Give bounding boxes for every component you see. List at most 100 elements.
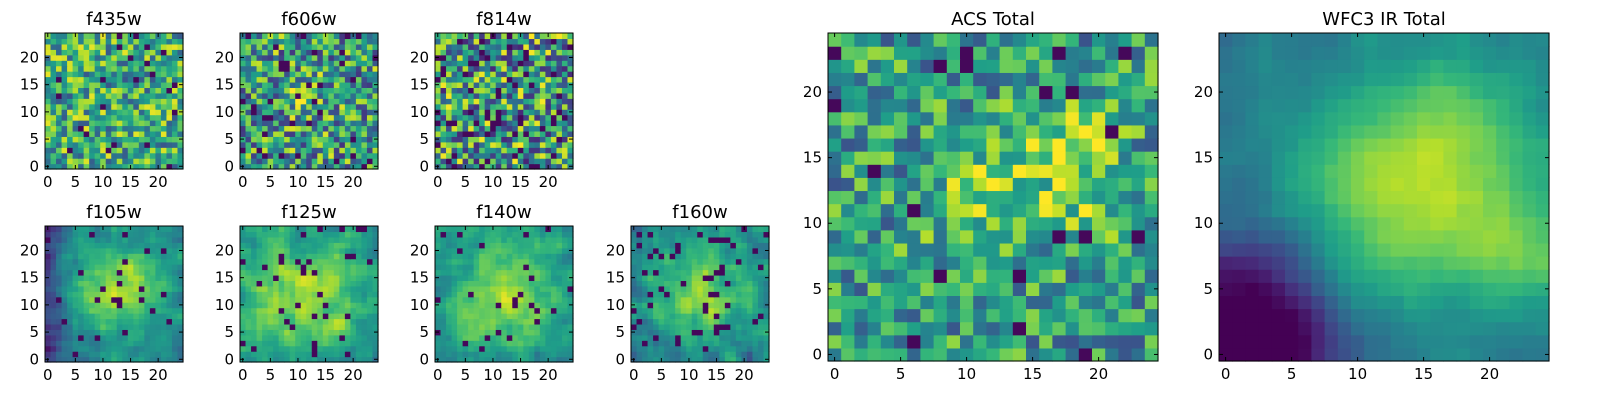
f160w-cell xyxy=(680,236,687,243)
f160w-cell xyxy=(691,226,698,233)
f140w-cell xyxy=(523,274,530,281)
f814w-cell xyxy=(435,43,442,50)
f125w-cell xyxy=(284,307,291,314)
f606w-cell xyxy=(333,38,340,45)
f125w-cell xyxy=(366,274,374,281)
f140w-cell xyxy=(457,345,464,352)
f435w-cell xyxy=(105,163,112,170)
acs-total-cell xyxy=(1052,229,1067,244)
f105w-cell xyxy=(50,296,57,303)
f105w-cell xyxy=(127,274,134,281)
f160w-cell xyxy=(691,323,698,330)
f606w-cell xyxy=(333,125,340,132)
f125w-cell xyxy=(311,258,318,265)
f160w-cell xyxy=(730,264,737,271)
f140w-cell xyxy=(446,258,453,265)
f814w-ytick-label: 0 xyxy=(419,157,429,175)
f125w-cell xyxy=(306,356,313,363)
f140w-cell xyxy=(545,329,552,336)
f160w-cell xyxy=(636,296,643,303)
acs-total-cell xyxy=(854,295,869,310)
f160w-cell xyxy=(647,285,654,292)
f105w-cell xyxy=(138,356,145,363)
f140w-cell xyxy=(528,296,535,303)
f814w-cell xyxy=(512,130,519,137)
f125w-cell xyxy=(273,291,280,298)
f814w-title: f814w xyxy=(476,9,531,30)
f125w-cell xyxy=(311,269,318,276)
f435w-cell xyxy=(56,65,63,72)
f140w-cell xyxy=(440,351,447,358)
f606w-cell xyxy=(289,136,296,143)
f140w-cell xyxy=(446,253,453,260)
f125w-cell xyxy=(355,345,363,352)
f606w-cell xyxy=(322,114,329,121)
f140w-cell xyxy=(545,247,552,254)
f160w-cell xyxy=(757,307,765,314)
f160w-cell xyxy=(697,274,704,281)
f160w-cell xyxy=(697,226,704,233)
f125w-cell xyxy=(350,340,357,347)
f140w-cell xyxy=(561,258,569,265)
f435w-cell xyxy=(50,125,57,132)
f160w-cell xyxy=(642,323,649,330)
f435w-cell xyxy=(127,114,134,121)
f140w-cell xyxy=(451,253,458,260)
acs-total-cell xyxy=(1144,164,1159,178)
f606w-cell xyxy=(361,92,368,99)
f160w-cell xyxy=(702,280,709,287)
f160w-cell xyxy=(746,285,754,292)
f105w-cell xyxy=(100,291,107,298)
f140w-cell xyxy=(473,296,480,303)
f105w-cell xyxy=(160,313,168,320)
f814w-cell xyxy=(479,81,486,88)
f435w-cell xyxy=(160,152,168,159)
f105w-cell xyxy=(67,356,74,363)
f140w-cell xyxy=(506,285,513,292)
f105w-cell xyxy=(100,313,107,320)
f814w-cell xyxy=(490,38,497,45)
f606w-cell xyxy=(306,92,313,99)
f125w-cell xyxy=(267,345,274,352)
f814w-cell xyxy=(523,158,530,165)
f606w-cell xyxy=(361,98,368,105)
f105w-cell xyxy=(138,280,145,287)
f160w-cell xyxy=(697,264,704,271)
f160w-cell xyxy=(647,247,654,254)
f435w-cell xyxy=(160,163,168,170)
f105w-cell xyxy=(122,334,129,341)
f606w-cell xyxy=(278,71,285,78)
f814w-cell xyxy=(479,71,486,78)
f125w-cell xyxy=(251,269,258,276)
f160w-cell xyxy=(642,253,649,260)
f140w-cell xyxy=(561,318,569,325)
f125w-cell xyxy=(350,253,357,260)
acs-total-cell xyxy=(1105,216,1119,231)
f160w-cell xyxy=(636,242,643,249)
f435w-cell xyxy=(155,152,162,159)
f606w-cell xyxy=(311,49,318,56)
f160w-cell xyxy=(658,280,665,287)
f140w-cell xyxy=(473,340,480,347)
f435w-cell xyxy=(45,147,52,154)
acs-total-cell xyxy=(1144,282,1159,296)
acs-total-cell xyxy=(999,203,1014,218)
f140w-cell xyxy=(506,329,513,336)
f140w-cell xyxy=(479,269,486,276)
acs-total-cell xyxy=(880,308,895,323)
f105w-cell xyxy=(50,285,57,292)
f160w-cell xyxy=(669,323,676,330)
f435w-cell xyxy=(155,71,162,78)
f814w-cell xyxy=(473,141,480,148)
f160w-cell xyxy=(653,247,660,254)
f606w-cell xyxy=(306,109,313,116)
f105w-cell xyxy=(171,280,179,287)
f105w-cell xyxy=(78,340,85,347)
f435w-ytick-label: 0 xyxy=(29,157,39,175)
f606w-cell xyxy=(361,43,368,50)
f814w-cell xyxy=(473,130,480,137)
f140w-cell xyxy=(539,231,546,238)
f160w-cell xyxy=(735,226,742,233)
f125w-cell xyxy=(355,242,363,249)
f125w-cell xyxy=(251,329,258,336)
